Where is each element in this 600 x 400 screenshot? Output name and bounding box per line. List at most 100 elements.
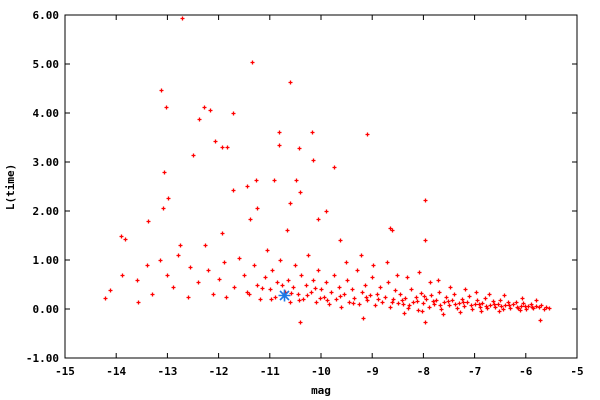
data-point xyxy=(324,280,329,285)
data-point xyxy=(347,300,352,305)
data-point xyxy=(123,237,128,242)
data-point xyxy=(376,297,381,302)
data-point xyxy=(461,300,466,305)
data-point xyxy=(364,295,369,300)
data-point xyxy=(339,305,344,310)
data-point xyxy=(277,143,282,148)
data-point xyxy=(378,285,383,290)
data-point xyxy=(268,287,273,292)
data-point xyxy=(103,296,108,301)
data-point xyxy=(547,306,552,311)
data-point xyxy=(332,273,337,278)
data-point xyxy=(537,305,542,310)
data-point xyxy=(441,312,446,317)
data-point xyxy=(431,299,436,304)
data-point xyxy=(278,258,283,263)
data-point xyxy=(310,130,315,135)
data-point xyxy=(166,196,171,201)
data-point xyxy=(293,263,298,268)
data-point xyxy=(342,292,347,297)
data-point xyxy=(314,300,319,305)
data-point xyxy=(403,296,408,301)
data-point xyxy=(159,88,164,93)
x-tick-label: -8 xyxy=(417,365,430,378)
data-point xyxy=(217,277,222,282)
data-point xyxy=(180,16,185,21)
axis-ticks: -15 -14 -13 -12 -11 -10 -9 -8 -7 -6 -5 -1.00 0.00 1.0… xyxy=(26,9,584,378)
data-point xyxy=(518,308,523,313)
data-point xyxy=(288,201,293,206)
data-point xyxy=(299,273,304,278)
data-point xyxy=(136,300,141,305)
y-tick-label: 1.00 xyxy=(33,254,60,267)
data-point xyxy=(475,298,480,303)
data-point xyxy=(288,80,293,85)
data-point xyxy=(351,301,356,306)
data-point xyxy=(401,302,406,307)
x-tick-label: -7 xyxy=(468,365,481,378)
data-point xyxy=(176,253,181,258)
data-point xyxy=(250,60,255,65)
data-point xyxy=(285,228,290,233)
data-point xyxy=(357,302,362,307)
data-point xyxy=(457,301,462,306)
data-point xyxy=(311,278,316,283)
data-point xyxy=(270,268,275,273)
data-point xyxy=(327,302,332,307)
data-point xyxy=(453,302,458,307)
plot-frame xyxy=(64,14,578,359)
data-point xyxy=(186,295,191,300)
data-point xyxy=(477,302,482,307)
data-point xyxy=(334,297,339,302)
x-tick-label: -15 xyxy=(55,365,75,378)
data-point xyxy=(304,283,309,288)
data-point xyxy=(232,285,237,290)
data-point xyxy=(280,283,285,288)
data-point xyxy=(161,206,166,211)
data-point xyxy=(120,273,125,278)
data-point xyxy=(520,296,525,301)
data-point xyxy=(529,302,534,307)
data-point xyxy=(493,305,498,310)
data-point xyxy=(158,258,163,263)
data-point xyxy=(254,178,259,183)
data-point xyxy=(365,298,370,303)
data-point xyxy=(436,278,441,283)
data-point xyxy=(119,234,124,239)
data-point xyxy=(309,290,314,295)
data-point xyxy=(483,296,488,301)
y-tick-label: 3.00 xyxy=(33,156,60,169)
y-tick-label: 6.00 xyxy=(33,9,60,22)
data-point xyxy=(245,184,250,189)
y-tick-label: -1.00 xyxy=(26,352,59,365)
x-axis-label: mag xyxy=(311,384,331,397)
data-point xyxy=(277,130,282,135)
data-point xyxy=(544,305,549,310)
data-point xyxy=(298,190,303,195)
data-point xyxy=(407,303,412,308)
data-point xyxy=(458,310,463,315)
data-point xyxy=(446,299,451,304)
data-point xyxy=(188,265,193,270)
data-point xyxy=(406,306,411,311)
data-point xyxy=(211,292,216,297)
data-point xyxy=(463,287,468,292)
data-point xyxy=(429,293,434,298)
data-point xyxy=(108,288,113,293)
data-point xyxy=(487,292,492,297)
data-point xyxy=(499,304,504,309)
data-point xyxy=(393,288,398,293)
data-point xyxy=(506,300,511,305)
data-point xyxy=(416,308,421,313)
data-point xyxy=(255,283,260,288)
data-point xyxy=(294,178,299,183)
data-point xyxy=(258,297,263,302)
y-tick-label: 4.00 xyxy=(33,107,60,120)
data-point xyxy=(213,139,218,144)
data-point xyxy=(289,291,294,296)
data-point xyxy=(469,303,474,308)
data-point xyxy=(373,303,378,308)
data-point xyxy=(202,105,207,110)
data-point xyxy=(260,286,265,291)
data-point xyxy=(275,280,280,285)
